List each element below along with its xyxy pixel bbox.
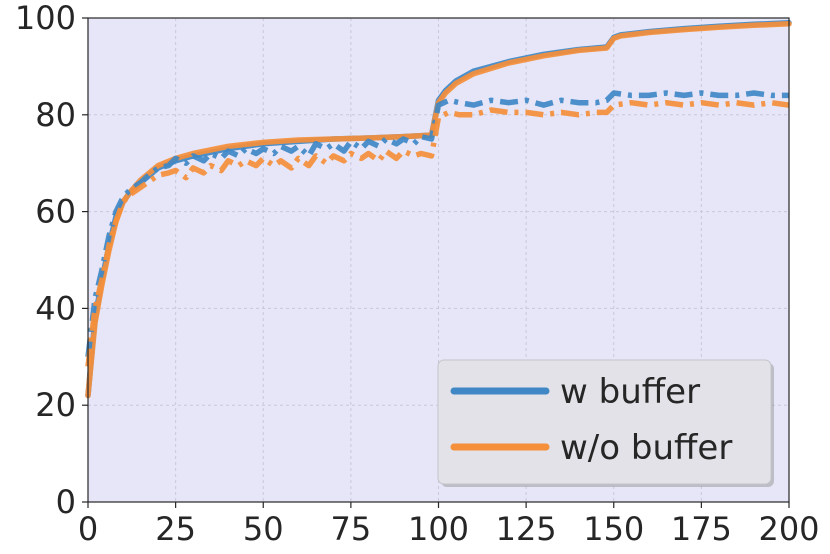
x-tick-label: 100 [408, 510, 469, 548]
x-tick-label: 75 [331, 510, 372, 548]
x-tick-label: 50 [243, 510, 284, 548]
x-tick-label: 150 [583, 510, 644, 548]
x-tick-label: 0 [78, 510, 98, 548]
axis-ticks: 0 25 50 75 100 125 150 175 200 0 20 40 60 80 100 [15, 0, 820, 548]
legend: w buffer w/o buffer [437, 359, 774, 487]
series-line-3 [85, 90, 789, 358]
series-lines [85, 20, 792, 399]
legend-label: w/o buffer [560, 428, 732, 468]
y-tick-label: 20 [35, 386, 76, 424]
y-tick-label: 100 [15, 0, 76, 37]
x-tick-label: 125 [496, 510, 557, 548]
x-tick-label: 200 [758, 510, 819, 548]
x-tick-label: 175 [671, 510, 732, 548]
y-tick-label: 40 [35, 289, 76, 327]
series-line-4 [85, 99, 790, 367]
y-tick-label: 60 [35, 193, 76, 231]
y-tick-label: 0 [56, 483, 76, 521]
legend-label: w buffer [560, 372, 700, 412]
x-tick-label: 25 [155, 510, 196, 548]
y-tick-label: 80 [35, 96, 76, 134]
